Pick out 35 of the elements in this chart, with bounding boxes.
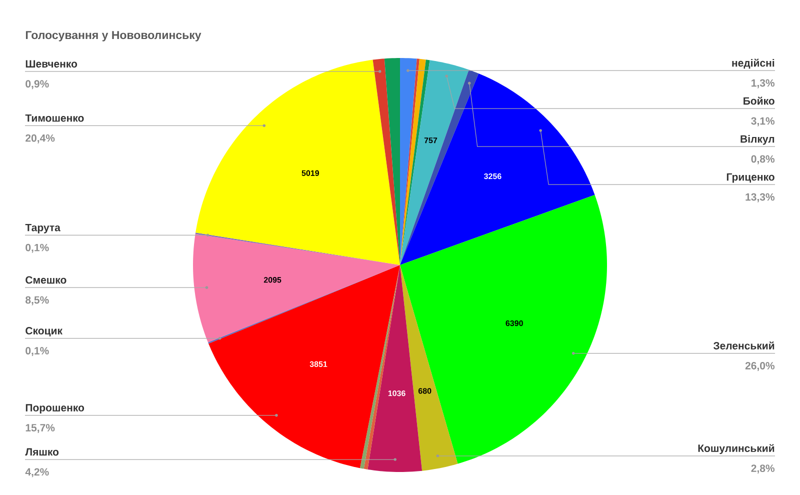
slice-label: Порошенко [26, 404, 84, 414]
text: 5019 [302, 170, 320, 176]
slice-label: Тимошенко [25, 114, 84, 122]
data-label: 8,5% [26, 296, 49, 306]
data-label: 0,9% [26, 80, 49, 90]
data-label: 13,3% [746, 193, 775, 202]
chart-title: Голосування у Нововолинську [26, 31, 202, 42]
data-label: 3,1% [751, 117, 775, 126]
slice-label: Смешко [26, 276, 66, 284]
slice-label: Вілкул [740, 134, 774, 145]
data-label: 0,1% [26, 347, 49, 356]
slice-label: Гриценко [726, 173, 774, 183]
slice-label: Кошулинський [698, 444, 774, 454]
data-label: 26,0% [745, 362, 775, 371]
text: 2095 [264, 277, 282, 283]
data-label: 0,1% [26, 244, 49, 253]
slice-label: Шевченко [26, 60, 78, 68]
data-label: 1,3% [752, 79, 775, 88]
data-label: 4,2% [25, 468, 49, 478]
text: 3256 [484, 173, 502, 180]
slice-label: Тарута [25, 224, 60, 234]
text: 680 [418, 388, 432, 394]
slice-label: Зеленський [713, 342, 774, 350]
text: 6390 [506, 320, 523, 326]
text: 757 [424, 138, 438, 144]
slice-label: недійсні [732, 58, 774, 69]
text: 3851 [310, 361, 328, 367]
slice-label: Скоцик [26, 327, 62, 336]
slice-label: Ляшко [25, 448, 59, 456]
data-label: 15,7% [26, 424, 55, 433]
text: 1036 [388, 390, 406, 396]
data-label: 20,4% [26, 134, 55, 144]
data-label: 2,8% [751, 464, 775, 474]
slice-label: Бойко [744, 96, 774, 105]
data-label: 0,8% [751, 155, 775, 164]
